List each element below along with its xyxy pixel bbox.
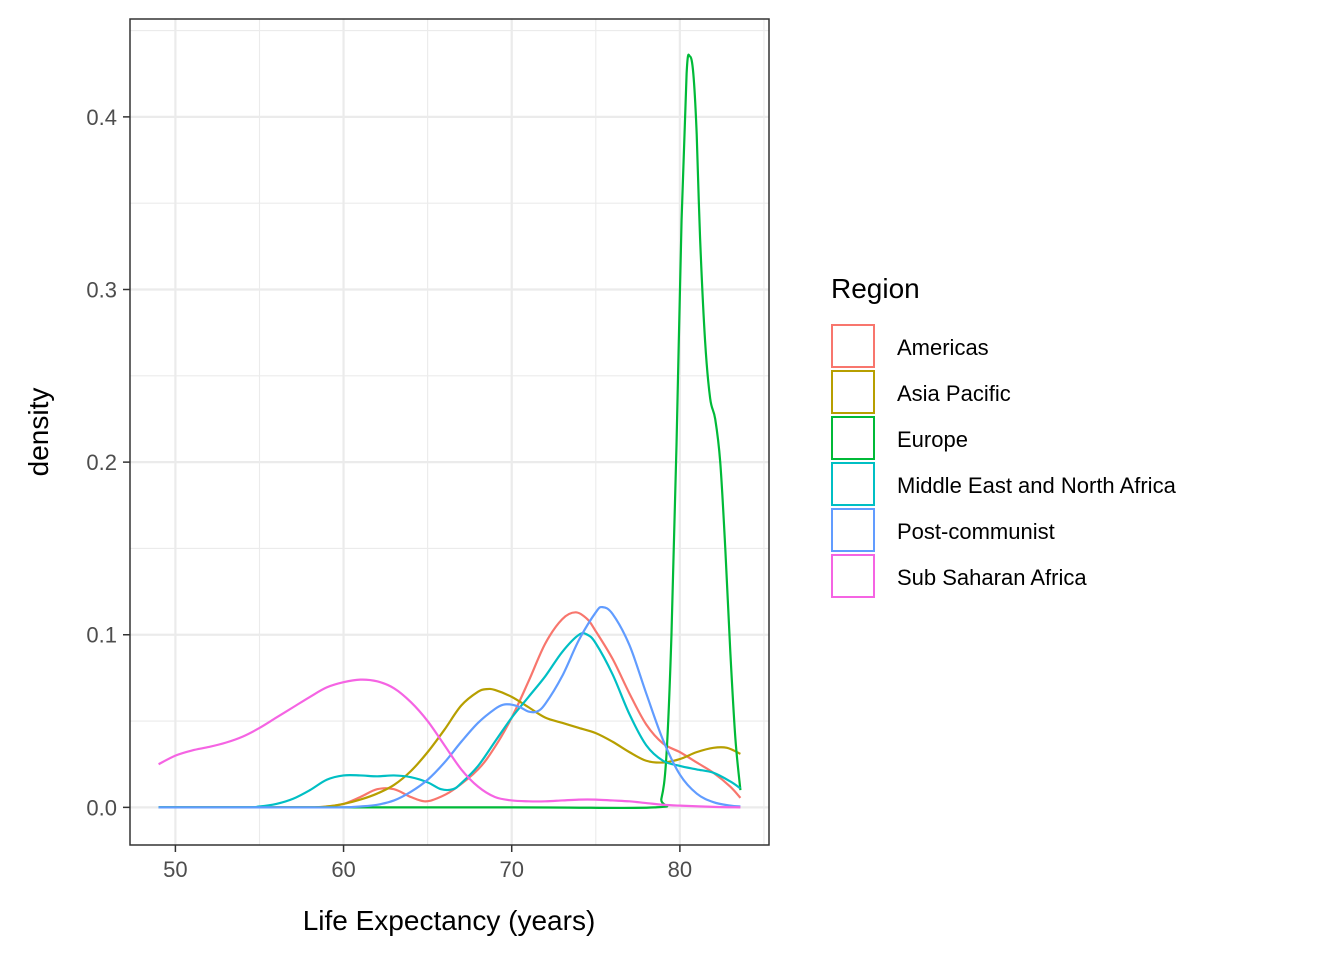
legend-key-europe: [831, 416, 875, 460]
series-line-middle-east-and-north-africa: [158, 632, 742, 809]
series-line-post-communist: [158, 605, 741, 809]
panel-background: [130, 19, 769, 845]
x-tick-label: 70: [499, 857, 523, 882]
series-line-sub-saharan-africa: [158, 678, 741, 809]
density-curves: [158, 53, 742, 810]
y-tick-label: 0.4: [86, 105, 117, 130]
legend-key-middle-east-and-north-africa: [831, 462, 875, 506]
panel-border: [129, 18, 770, 846]
legend-label-sub-saharan-africa: Sub Saharan Africa: [897, 565, 1087, 590]
legend-title: Region: [831, 273, 920, 304]
series-line-asia-pacific: [158, 687, 741, 809]
legend-label-asia-pacific: Asia Pacific: [897, 381, 1011, 406]
legend-key-americas: [831, 324, 875, 368]
legend-key-sub-saharan-africa: [831, 554, 875, 598]
legend-label-europe: Europe: [897, 427, 968, 452]
x-axis-ticks: 50 60 70 80: [163, 845, 692, 882]
x-axis-title: Life Expectancy (years): [303, 905, 596, 936]
y-tick-label: 0.3: [86, 277, 117, 302]
y-tick-label: 0.1: [86, 623, 117, 648]
x-tick-label: 80: [668, 857, 692, 882]
x-tick-label: 60: [331, 857, 355, 882]
legend: Region Americas Asia Pacific Europe Middle …: [831, 273, 1177, 598]
minor-gridlines: [130, 19, 769, 845]
x-tick-label: 50: [163, 857, 187, 882]
y-tick-label: 0.0: [86, 795, 117, 820]
legend-label-middle-east-and-north-africa: Middle East and North Africa: [897, 473, 1177, 498]
y-axis-title: density: [23, 388, 54, 477]
legend-key-asia-pacific: [831, 370, 875, 414]
y-tick-label: 0.2: [86, 450, 117, 475]
legend-label-americas: Americas: [897, 335, 989, 360]
legend-key-post-communist: [831, 508, 875, 552]
legend-label-post-communist: Post-communist: [897, 519, 1055, 544]
y-axis-ticks: 0.0 0.1 0.2 0.3 0.4: [86, 105, 130, 820]
